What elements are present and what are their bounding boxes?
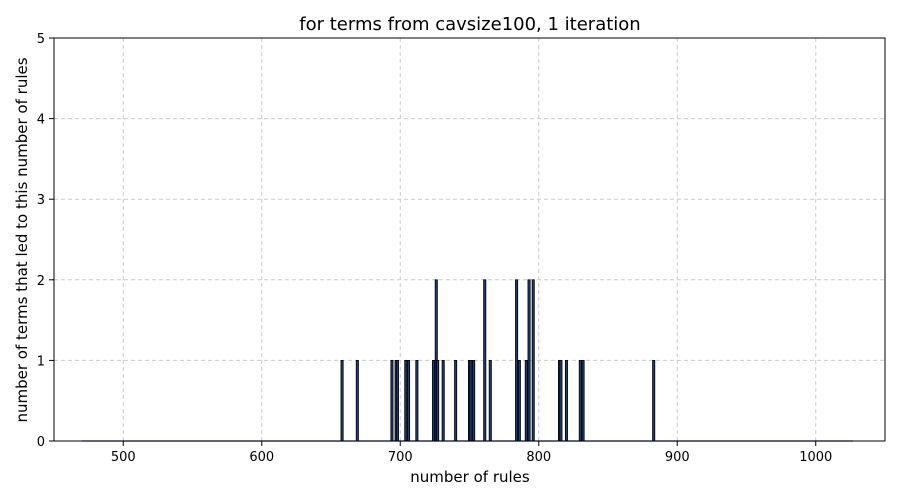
bar	[469, 359, 473, 442]
y-tick-label: 1	[37, 354, 45, 369]
bar	[527, 279, 531, 442]
bar	[517, 359, 521, 442]
y-tick-label: 4	[37, 113, 45, 128]
bar	[390, 359, 394, 442]
bar	[652, 359, 656, 442]
bar	[531, 279, 535, 442]
bar	[559, 359, 563, 442]
x-axis: 500 600 700 800 900 1000	[111, 441, 832, 465]
x-tick-label: 900	[665, 450, 690, 465]
bar	[581, 359, 585, 442]
y-tick-label: 2	[37, 274, 45, 289]
bar	[407, 359, 411, 442]
x-axis-label: number of rules	[410, 468, 530, 486]
x-tick-label: 800	[526, 450, 551, 465]
y-axis: 0 1 2 3 4 5	[37, 32, 54, 450]
bar	[578, 359, 582, 442]
plot-area-frame	[53, 37, 886, 442]
bar	[524, 359, 528, 442]
bar	[431, 359, 435, 442]
bar	[454, 359, 458, 442]
bar	[395, 359, 399, 442]
x-tick-label: 500	[111, 450, 136, 465]
x-tick-label: 1000	[799, 450, 832, 465]
y-axis-label: number of terms that led to this number …	[13, 57, 31, 422]
chart-title: for terms from cavsize100, 1 iteration	[299, 14, 640, 35]
x-tick-label: 600	[249, 450, 274, 465]
bar	[564, 359, 568, 442]
bar	[472, 359, 476, 442]
bar	[441, 359, 445, 442]
bar	[340, 359, 344, 442]
bar	[488, 359, 492, 442]
bar	[415, 359, 419, 442]
y-tick-label: 3	[37, 193, 45, 208]
y-tick-label: 5	[37, 32, 45, 47]
y-tick-label: 0	[37, 435, 45, 450]
bar	[515, 279, 519, 442]
x-tick-label: 700	[388, 450, 413, 465]
bar	[355, 359, 359, 442]
bar	[483, 279, 487, 442]
bar	[404, 359, 408, 442]
bar	[436, 359, 440, 442]
